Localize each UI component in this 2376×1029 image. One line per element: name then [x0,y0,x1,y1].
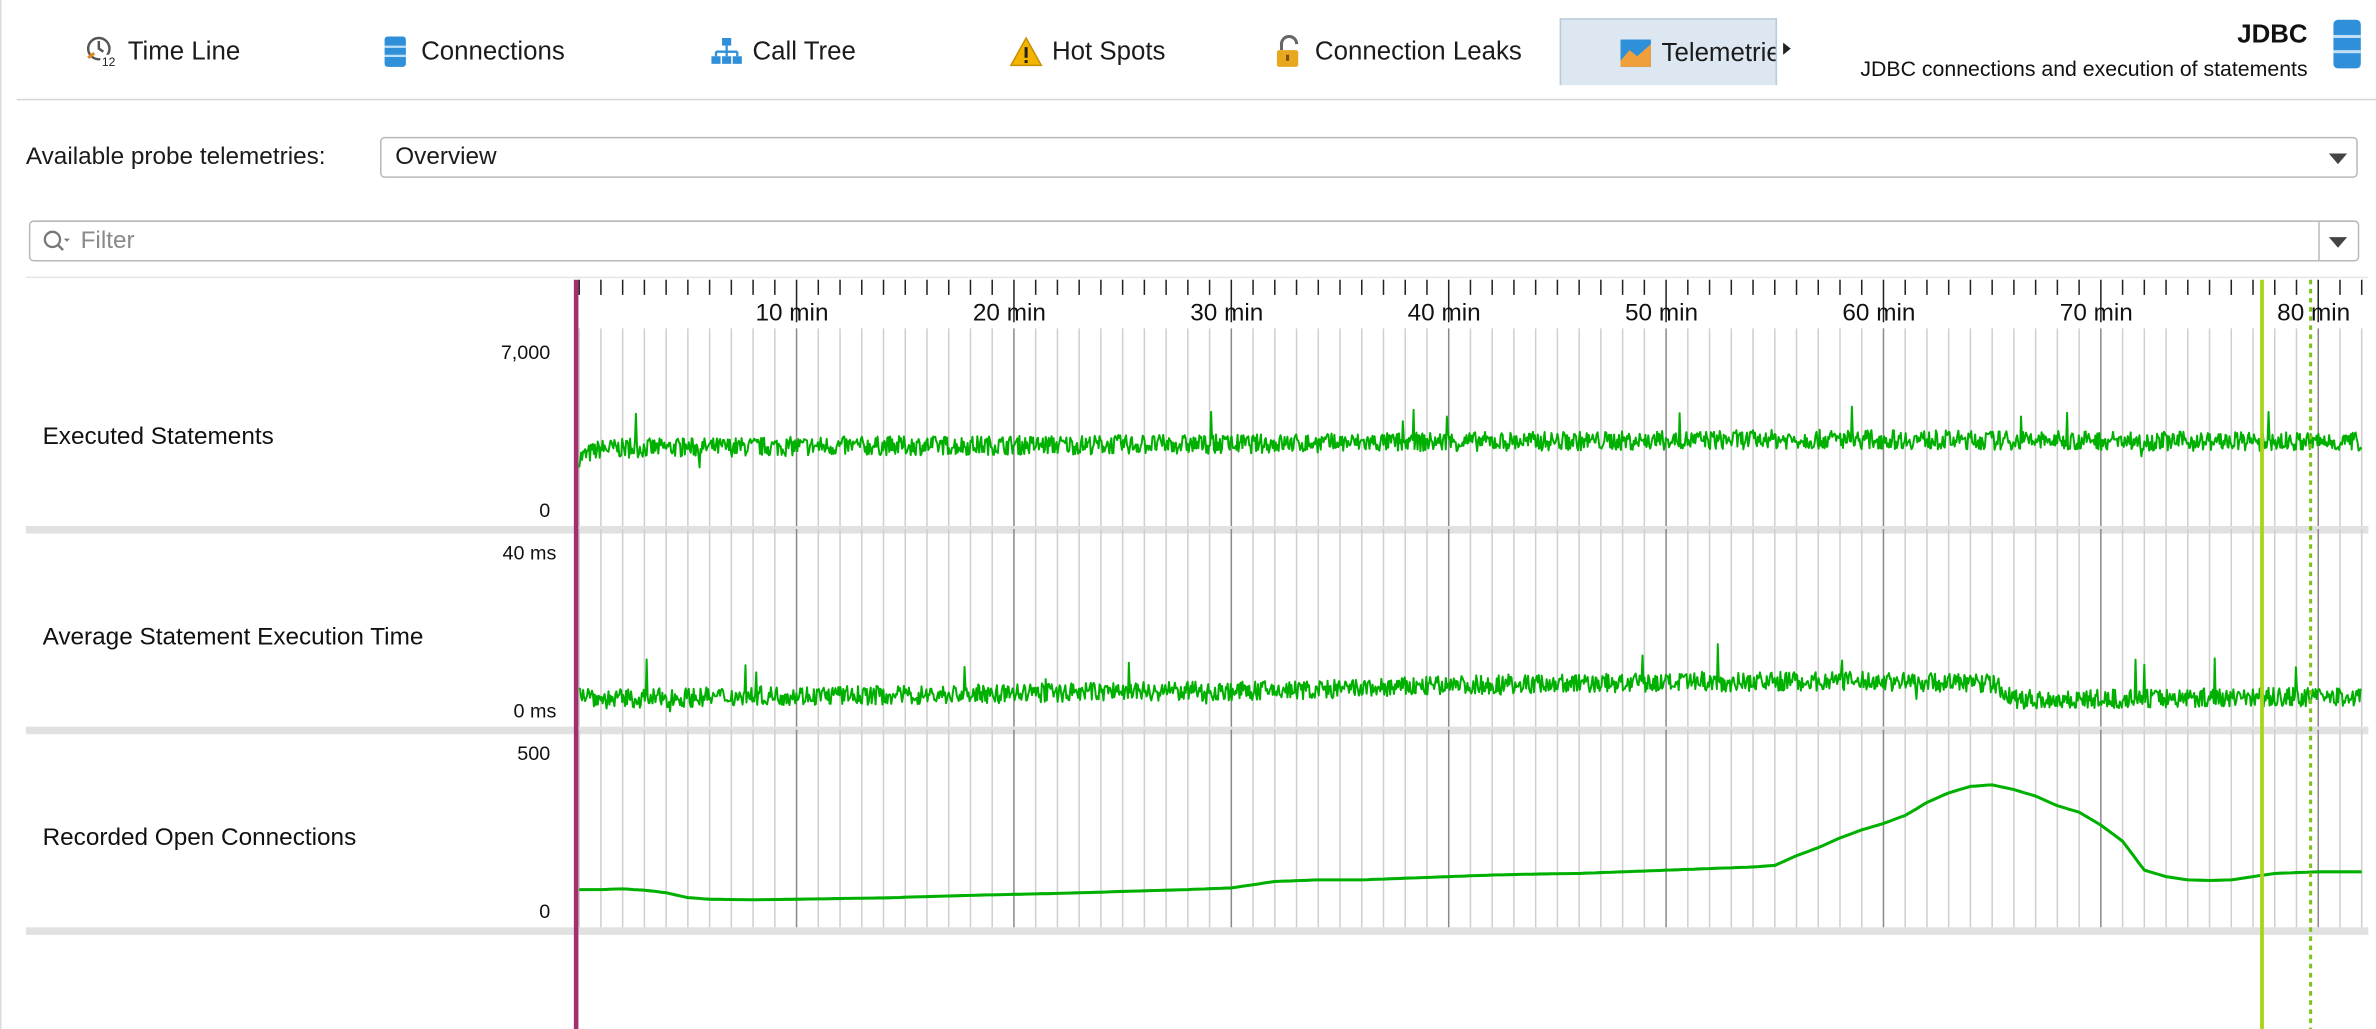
probe-telemetries-select[interactable]: Overview [380,136,2358,178]
telemetry-row-separator [25,726,2369,735]
tab-connection-leaks[interactable]: Connection Leaks [1272,15,1522,88]
time-axis-label: 80 min [2277,300,2350,327]
telemetry-label-avg-exec-time: Average Statement Execution Time [42,624,424,651]
filter-divider [2318,221,2320,260]
probe-telemetries-label: Available probe telemetries: [25,144,326,171]
telemetry-label-open-connections: Recorded Open Connections [42,825,357,852]
filter-placeholder: Filter [80,228,135,254]
y-min-executed-statements: 0 [539,498,551,522]
search-icon[interactable] [43,230,70,254]
view-tab-bar: 12 Time Line Connections Call Tree Hot S… [17,15,2376,91]
telemetry-row-separator [25,927,2369,935]
tab-label: Call Tree [752,36,856,66]
warning-icon [1009,35,1043,68]
tab-label: Connection Leaks [1314,36,1522,66]
telemetry-icon [1619,36,1652,69]
tab-overflow-arrow-icon[interactable] [1783,42,1791,55]
y-max-avg-exec-time: 40 ms [502,541,557,564]
time-axis-label: 60 min [1842,300,1915,327]
y-min-avg-exec-time: 0 ms [513,699,557,723]
tab-hot-spots[interactable]: Hot Spots [1009,15,1165,88]
time-axis-label: 40 min [1408,300,1481,327]
telemetry-panel-border [25,276,2369,279]
svg-text:12: 12 [102,55,116,68]
padlock-icon [1272,35,1305,68]
y-max-executed-statements: 7,000 [500,340,551,364]
chevron-down-icon[interactable] [2328,153,2348,165]
database-icon [379,35,412,68]
filter-history-dropdown[interactable] [2328,237,2348,248]
telemetry-series-line[interactable] [579,783,2362,902]
probe-description: JDBC connections and execution of statem… [1860,56,2308,81]
probe-telemetries-value: Overview [395,144,497,171]
tab-bar-divider [16,98,2376,101]
time-axis-label: 30 min [1190,300,1263,327]
tab-label: Hot Spots [1051,36,1166,66]
time-axis-label: 10 min [756,300,829,327]
telemetry-row-separator [25,525,2369,534]
telemetry-series-line[interactable] [578,643,2362,713]
tab-telemetries[interactable]: Telemetries [1559,18,1778,86]
filter-input[interactable]: Filter [28,220,2360,262]
tab-call-tree[interactable]: Call Tree [710,15,856,88]
tab-label: Time Line [127,36,241,66]
time-axis-label: 70 min [2060,300,2133,327]
time-line-icon: 12 [85,35,118,69]
telemetry-label-executed-statements: Executed Statements [42,424,274,450]
database-icon [2330,18,2363,70]
tab-connections[interactable]: Connections [379,15,565,88]
tab-label: Connections [421,36,565,66]
time-axis-label: 20 min [973,300,1046,327]
probe-title: JDBC [2237,19,2308,49]
tab-label: Telemetries [1661,37,1776,67]
telemetry-series-line[interactable] [578,405,2363,469]
time-axis-label: 50 min [1625,300,1698,327]
call-tree-icon [710,35,743,68]
tab-time-line[interactable]: 12 Time Line [85,15,240,88]
y-max-open-connections: 500 [517,741,551,765]
y-min-open-connections: 0 [539,899,551,923]
